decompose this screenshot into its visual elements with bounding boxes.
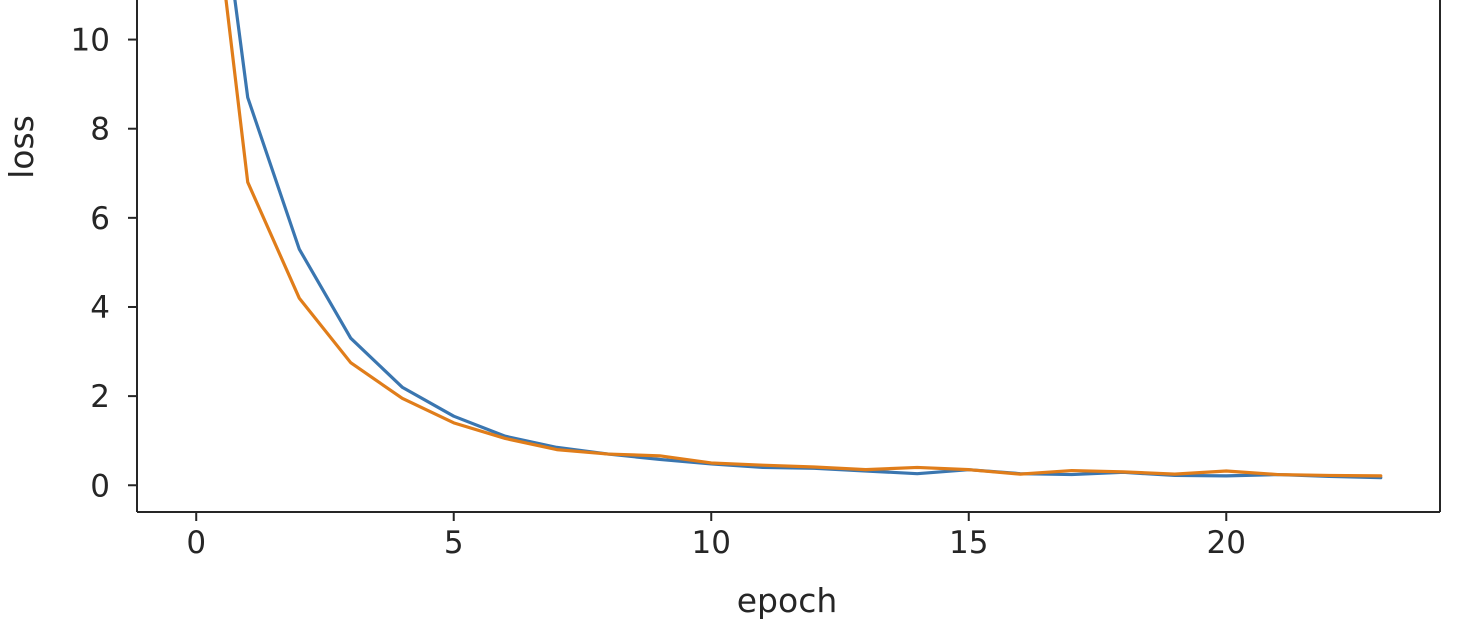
series-line-1	[233, 0, 1383, 480]
x-tick-label: 10	[692, 525, 731, 561]
y-tick-label: 4	[90, 290, 110, 326]
x-tick-label: 20	[1207, 525, 1246, 561]
series-line-2	[224, 0, 1383, 478]
x-tick-label: 5	[444, 525, 464, 561]
x-tick-label: 0	[186, 525, 206, 561]
axes-layer: 0 5 10 15 20 0 2 4 6 8 10	[71, 0, 1441, 561]
y-tick-label: 2	[90, 379, 110, 415]
x-axis-label: epoch	[737, 581, 838, 620]
y-axis-label: loss	[2, 115, 41, 179]
y-tick-label: 8	[90, 112, 110, 148]
y-tick-label: 0	[90, 468, 110, 504]
y-tick-label: 10	[71, 23, 110, 59]
y-tick-label: 6	[90, 201, 110, 237]
x-tick-label: 15	[949, 525, 988, 561]
series-layer	[224, 0, 1383, 480]
